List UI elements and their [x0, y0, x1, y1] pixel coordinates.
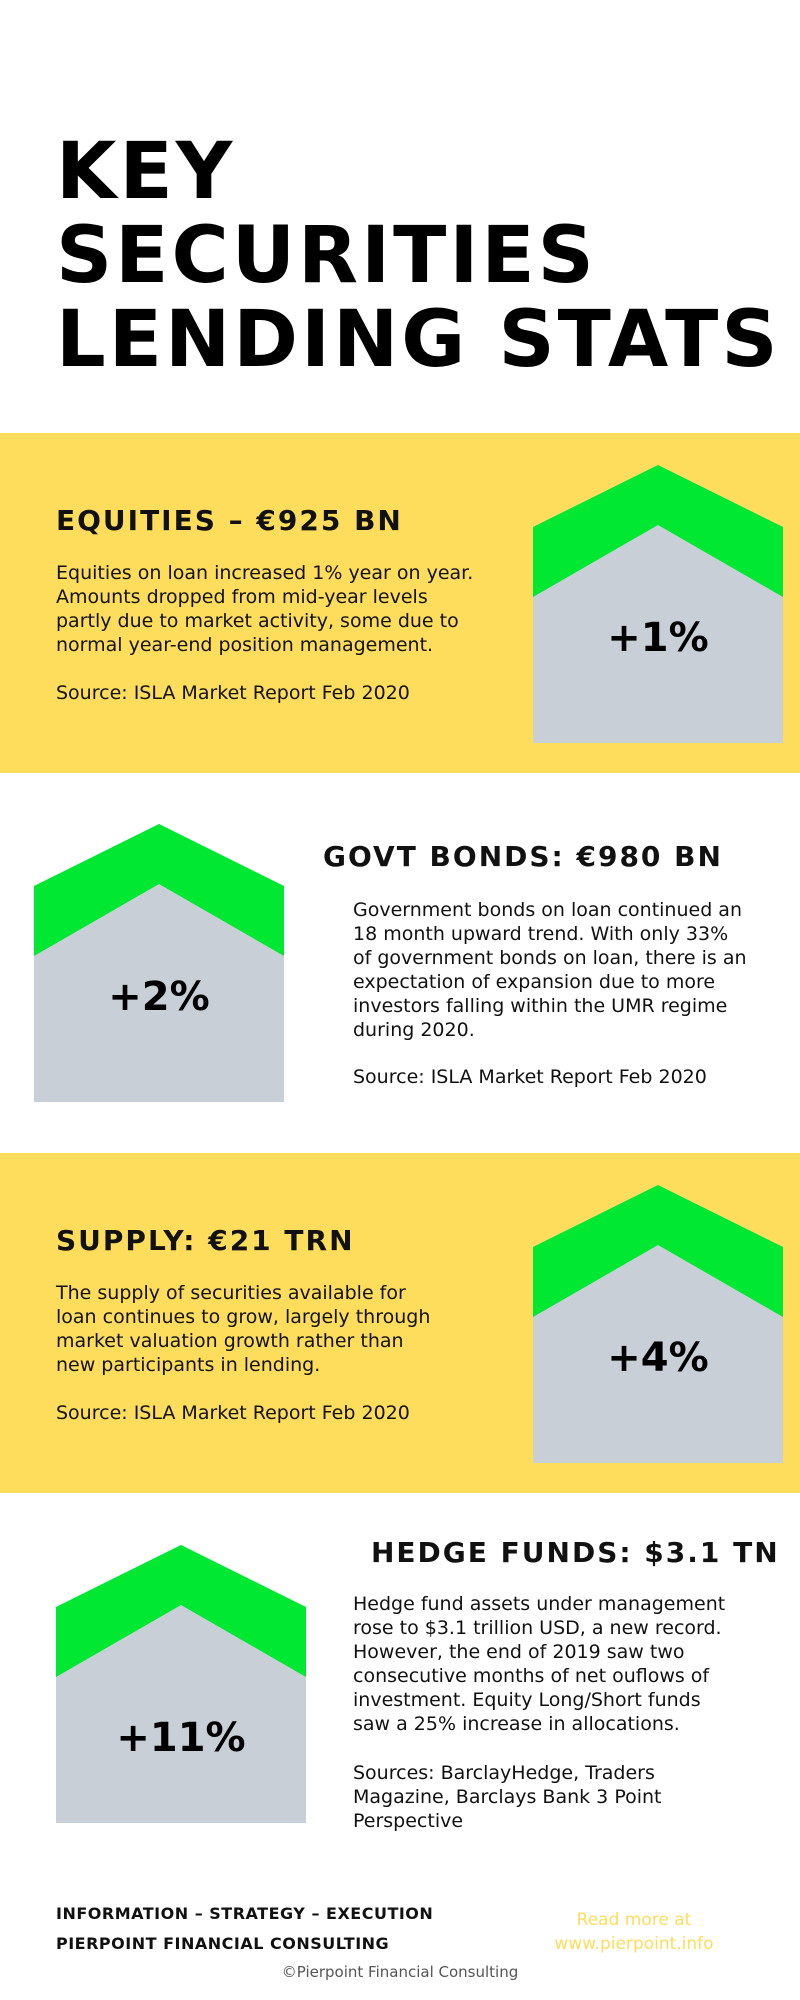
govt-bonds-text-line: 18 month upward trend. With only 33%	[353, 923, 729, 945]
govt-bonds-description: Government bonds on loan continued an 18…	[353, 898, 773, 1042]
hedge-funds-change: +11%	[116, 1715, 246, 1761]
hedge-funds-up-arrow-icon: +11%	[56, 1545, 306, 1823]
supply-heading: SUPPLY: €21 TRN	[56, 1224, 355, 1257]
footer-company: PIERPOINT FINANCIAL CONSULTING	[56, 1934, 390, 1953]
hedge-funds-text-line: investment. Equity Long/Short funds	[353, 1689, 701, 1711]
house-arrow-graphic	[533, 1185, 783, 1463]
equities-description: Equities on loan increased 1% year on ye…	[56, 561, 496, 657]
govt-bonds-text-line: investors falling within the UMR regime	[353, 995, 728, 1017]
house-arrow-graphic	[34, 824, 284, 1102]
govt-bonds-text-line: expectation of expansion due to more	[353, 971, 716, 993]
house-arrow-graphic	[56, 1545, 306, 1823]
equities-change: +1%	[607, 615, 709, 661]
footer-tagline: INFORMATION – STRATEGY – EXECUTION	[56, 1904, 434, 1923]
equities-text-line: Amounts dropped from mid-year levels	[56, 586, 428, 608]
govt-bonds-source: Source: ISLA Market Report Feb 2020	[353, 1066, 707, 1088]
govt-bonds-up-arrow-icon: +2%	[34, 824, 284, 1102]
hedge-funds-description: Hedge fund assets under management rose …	[353, 1592, 773, 1736]
supply-text-line: new participants in lending.	[56, 1354, 321, 1376]
govt-bonds-text-line: of government bonds on loan, there is an	[353, 947, 747, 969]
equities-heading: EQUITIES – €925 BN	[56, 504, 403, 537]
hedge-funds-source-line: Sources: BarclayHedge, Traders	[353, 1762, 655, 1784]
read-more-link[interactable]: Read more at www.pierpoint.info	[524, 1908, 744, 1956]
govt-bonds-text-line: Government bonds on loan continued an	[353, 899, 742, 921]
govt-bonds-text-line: during 2020.	[353, 1019, 475, 1041]
hedge-funds-source-line: Magazine, Barclays Bank 3 Point	[353, 1786, 662, 1808]
equities-text-line: normal year-end position management.	[56, 634, 434, 656]
page-title: KEY SECURITIES LENDING STATS	[56, 130, 800, 382]
read-more-label: Read more at	[576, 1910, 692, 1930]
hedge-funds-text-line: Hedge fund assets under management	[353, 1593, 726, 1615]
hedge-funds-text-line: However, the end of 2019 saw two	[353, 1641, 685, 1663]
supply-text-line: The supply of securities available for	[56, 1282, 406, 1304]
equities-up-arrow-icon: +1%	[533, 465, 783, 743]
hedge-funds-sources: Sources: BarclayHedge, Traders Magazine,…	[353, 1761, 773, 1833]
supply-up-arrow-icon: +4%	[533, 1185, 783, 1463]
hedge-funds-heading: HEDGE FUNDS: $3.1 TN	[371, 1536, 780, 1569]
supply-text-line: loan continues to grow, largely through	[56, 1306, 431, 1328]
supply-description: The supply of securities available for l…	[56, 1281, 496, 1377]
page-title-line-2: LENDING STATS	[56, 295, 781, 385]
read-more-url[interactable]: www.pierpoint.info	[554, 1934, 714, 1954]
hedge-funds-text-line: rose to $3.1 trillion USD, a new record.	[353, 1617, 722, 1639]
govt-bonds-heading: GOVT BONDS: €980 BN	[323, 840, 723, 873]
hedge-funds-text-line: consecutive months of net ouflows of	[353, 1665, 710, 1687]
house-arrow-graphic	[533, 465, 783, 743]
supply-change: +4%	[607, 1335, 709, 1381]
hedge-funds-source-line: Perspective	[353, 1810, 464, 1832]
hedge-funds-text-line: saw a 25% increase in allocations.	[353, 1713, 680, 1735]
supply-text-line: market valuation growth rather than	[56, 1330, 404, 1352]
equities-text-line: Equities on loan increased 1% year on ye…	[56, 562, 474, 584]
page-title-line-1: KEY SECURITIES	[56, 127, 597, 301]
equities-text-line: partly due to market activity, some due …	[56, 610, 459, 632]
govt-bonds-change: +2%	[108, 974, 210, 1020]
equities-source: Source: ISLA Market Report Feb 2020	[56, 682, 410, 704]
copyright-notice: ©Pierpoint Financial Consulting	[281, 1963, 519, 1981]
supply-source: Source: ISLA Market Report Feb 2020	[56, 1402, 410, 1424]
